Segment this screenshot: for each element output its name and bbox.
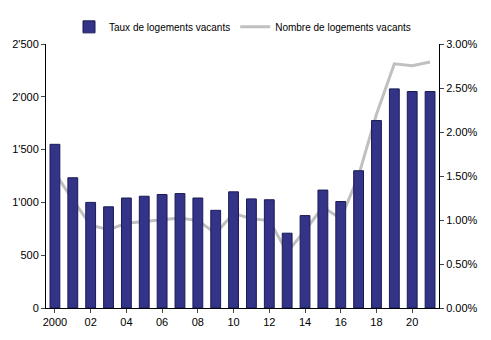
svg-text:3.00%: 3.00%	[446, 38, 477, 50]
svg-text:0: 0	[33, 302, 39, 314]
svg-text:2000: 2000	[43, 316, 67, 328]
svg-text:14: 14	[299, 316, 311, 328]
svg-text:18: 18	[370, 316, 382, 328]
svg-text:02: 02	[85, 316, 97, 328]
svg-text:12: 12	[263, 316, 275, 328]
svg-text:08: 08	[192, 316, 204, 328]
svg-text:20: 20	[406, 316, 418, 328]
svg-text:500: 500	[20, 249, 38, 261]
svg-text:Nombre de logements vacants: Nombre de logements vacants	[275, 22, 411, 33]
svg-text:16: 16	[335, 316, 347, 328]
svg-text:10: 10	[227, 316, 239, 328]
svg-text:1.50%: 1.50%	[446, 170, 477, 182]
svg-text:06: 06	[156, 316, 168, 328]
svg-text:2.50%: 2.50%	[446, 82, 477, 94]
svg-text:2'500: 2'500	[12, 38, 39, 50]
svg-text:2.00%: 2.00%	[446, 126, 477, 138]
svg-text:0.00%: 0.00%	[446, 302, 477, 314]
svg-text:2'000: 2'000	[12, 91, 39, 103]
svg-text:Taux de logements vacants: Taux de logements vacants	[109, 22, 230, 33]
svg-text:1.00%: 1.00%	[446, 214, 477, 226]
svg-text:04: 04	[120, 316, 132, 328]
svg-text:1'000: 1'000	[12, 196, 39, 208]
svg-text:1'500: 1'500	[12, 143, 39, 155]
svg-text:0.50%: 0.50%	[446, 258, 477, 270]
